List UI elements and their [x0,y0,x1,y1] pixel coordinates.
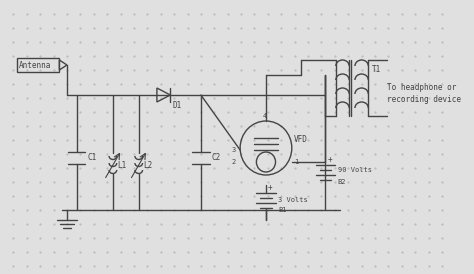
Text: 2: 2 [231,159,236,165]
Text: +: + [268,184,273,193]
Text: C2: C2 [211,153,221,162]
Text: T1: T1 [372,65,382,75]
Text: L1: L1 [118,161,127,170]
Text: 90 Volts: 90 Volts [337,167,372,173]
Text: B2: B2 [337,179,346,185]
Text: 3 Volts: 3 Volts [278,197,308,203]
Text: 3: 3 [231,147,236,153]
Text: L2: L2 [144,161,153,170]
Text: recording device: recording device [387,96,462,104]
Text: D1: D1 [172,101,182,110]
Text: B1: B1 [278,207,287,213]
Bar [17,58,59,72]
Text: 4: 4 [263,113,267,119]
Text: VFD: VFD [294,136,308,144]
Text: +: + [327,156,332,164]
Text: C1: C1 [87,153,96,162]
Text: Antenna: Antenna [19,61,52,70]
Text: To headphone or: To headphone or [387,84,457,93]
Text: 1: 1 [294,159,298,165]
